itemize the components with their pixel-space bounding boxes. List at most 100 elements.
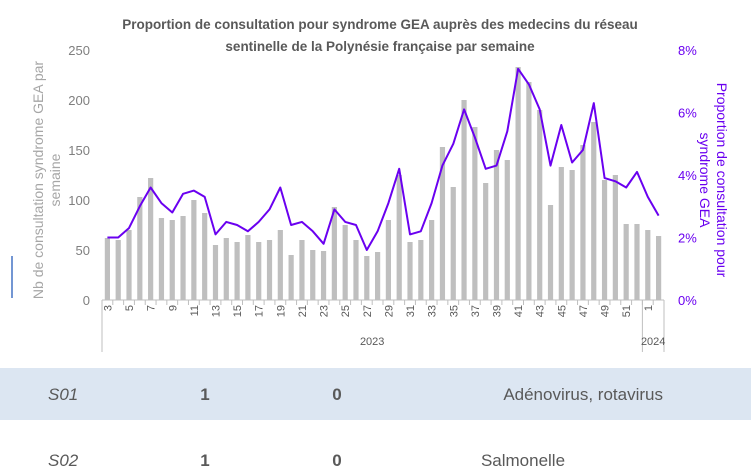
x-tick-label: 1 bbox=[643, 305, 655, 311]
bar bbox=[331, 207, 337, 300]
bar bbox=[407, 242, 413, 300]
cell: 0 bbox=[332, 385, 342, 404]
x-tick-label: 41 bbox=[513, 305, 525, 317]
x-tick-label: 15 bbox=[232, 305, 244, 317]
bar bbox=[342, 225, 348, 300]
bar bbox=[104, 238, 111, 300]
bar bbox=[601, 180, 608, 300]
bar bbox=[310, 250, 316, 300]
bar bbox=[493, 150, 500, 300]
bar bbox=[450, 187, 456, 300]
bar bbox=[472, 127, 478, 300]
bar bbox=[223, 238, 229, 300]
bar bbox=[158, 218, 165, 300]
bar bbox=[202, 213, 208, 300]
x-group-label: 2024 bbox=[641, 336, 665, 348]
x-tick-label: 49 bbox=[600, 305, 612, 317]
x-tick-label: 5 bbox=[124, 305, 136, 311]
x-tick-label: 43 bbox=[535, 305, 547, 317]
y-tick-label: 200 bbox=[68, 93, 90, 108]
x-tick-label: 21 bbox=[297, 305, 309, 317]
cell: 1 bbox=[200, 385, 210, 404]
y2-tick-label: 8% bbox=[678, 43, 697, 58]
bar bbox=[558, 167, 564, 300]
x-tick-label: 37 bbox=[470, 305, 482, 317]
bar bbox=[115, 240, 121, 300]
cell: 1 bbox=[200, 451, 210, 470]
bar bbox=[429, 220, 435, 300]
x-tick-label: 29 bbox=[383, 305, 395, 317]
bar bbox=[418, 240, 424, 300]
cell: S01 bbox=[48, 385, 79, 404]
bar bbox=[277, 230, 283, 300]
bar bbox=[169, 220, 175, 300]
x-tick-label: 17 bbox=[254, 305, 266, 317]
bar bbox=[245, 235, 251, 300]
y2-tick-label: 4% bbox=[678, 168, 697, 183]
bar bbox=[623, 224, 629, 300]
x-tick-label: 13 bbox=[210, 305, 222, 317]
x-tick-label: 23 bbox=[319, 305, 331, 317]
bar bbox=[612, 175, 618, 300]
cell: Salmonelle bbox=[480, 451, 566, 470]
x-tick-label: 11 bbox=[189, 305, 201, 316]
line bbox=[107, 67, 660, 251]
bar bbox=[385, 220, 392, 300]
cell: Adénovirus, rotavirus bbox=[503, 385, 663, 404]
bar bbox=[547, 205, 554, 300]
bar bbox=[569, 170, 575, 300]
bar bbox=[483, 183, 489, 300]
cell: 0 bbox=[332, 451, 342, 470]
x-tick-label: 9 bbox=[167, 305, 179, 311]
bar bbox=[526, 82, 532, 300]
x-tick-label: 47 bbox=[578, 305, 590, 317]
bar bbox=[396, 175, 402, 300]
y-tick-label: 100 bbox=[68, 193, 90, 208]
cell: S02 bbox=[48, 451, 79, 470]
bar bbox=[655, 236, 662, 300]
x-tick-label: 33 bbox=[427, 305, 439, 317]
bar bbox=[212, 245, 219, 300]
bar bbox=[634, 224, 640, 300]
bar bbox=[537, 110, 543, 300]
bar bbox=[299, 240, 305, 300]
x-tick-label: 7 bbox=[146, 305, 158, 311]
bar bbox=[148, 178, 154, 300]
y2-tick-label: 0% bbox=[678, 293, 697, 308]
x-tick-label: 51 bbox=[621, 305, 633, 317]
row-background bbox=[0, 368, 751, 420]
y-tick-label: 250 bbox=[68, 43, 90, 58]
bar bbox=[439, 147, 446, 300]
y2-axis-label: Proportion de consultation pour syndrome… bbox=[697, 82, 730, 278]
y2-tick-label: 6% bbox=[678, 106, 697, 121]
bar bbox=[353, 240, 359, 300]
bar bbox=[320, 251, 327, 300]
x-tick-label: 25 bbox=[340, 305, 352, 317]
bar bbox=[180, 216, 186, 300]
x-tick-label: 39 bbox=[491, 305, 503, 317]
bar bbox=[461, 100, 467, 300]
x-tick-label: 45 bbox=[556, 305, 568, 317]
x-tick-label: 19 bbox=[275, 305, 287, 317]
bar bbox=[591, 122, 597, 300]
bar bbox=[126, 230, 132, 300]
bar bbox=[288, 255, 294, 300]
bar bbox=[364, 256, 370, 300]
bar bbox=[191, 200, 197, 300]
chart-title: Proportion de consultation pour syndrome… bbox=[122, 17, 638, 54]
bar bbox=[374, 252, 381, 300]
bar bbox=[515, 67, 521, 300]
x-tick-label: 31 bbox=[405, 305, 417, 317]
y-axis-label: Nb de consultation syndrome GEA par sema… bbox=[30, 60, 63, 300]
bar bbox=[137, 197, 143, 300]
x-group-label: 2023 bbox=[360, 336, 384, 348]
x-tick-label: 35 bbox=[448, 305, 460, 317]
bar bbox=[504, 160, 510, 300]
bar bbox=[645, 230, 651, 300]
y-tick-label: 0 bbox=[83, 293, 90, 308]
bar bbox=[266, 240, 273, 300]
x-tick-label: 3 bbox=[102, 305, 114, 311]
y-tick-label: 50 bbox=[76, 243, 90, 258]
